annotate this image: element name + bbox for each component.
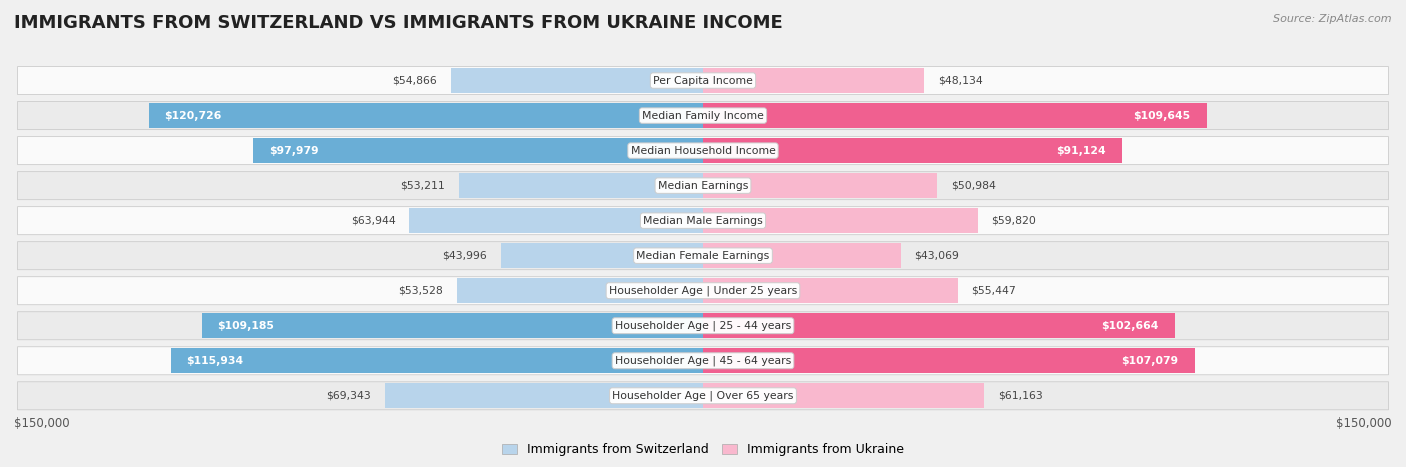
Text: $43,069: $43,069 xyxy=(914,251,959,261)
Text: Median Female Earnings: Median Female Earnings xyxy=(637,251,769,261)
Text: $109,185: $109,185 xyxy=(218,321,274,331)
FancyBboxPatch shape xyxy=(17,206,1389,234)
FancyBboxPatch shape xyxy=(17,66,1389,94)
Bar xyxy=(703,103,1206,128)
Text: Householder Age | 45 - 64 years: Householder Age | 45 - 64 years xyxy=(614,355,792,366)
Text: Householder Age | 25 - 44 years: Householder Age | 25 - 44 years xyxy=(614,320,792,331)
Text: Median Family Income: Median Family Income xyxy=(643,111,763,120)
Text: $53,528: $53,528 xyxy=(399,286,443,296)
Bar xyxy=(170,348,703,374)
Text: $53,211: $53,211 xyxy=(401,181,444,191)
Text: $55,447: $55,447 xyxy=(972,286,1017,296)
Bar xyxy=(458,173,703,198)
Text: $61,163: $61,163 xyxy=(998,391,1042,401)
Legend: Immigrants from Switzerland, Immigrants from Ukraine: Immigrants from Switzerland, Immigrants … xyxy=(498,439,908,461)
Bar xyxy=(409,208,703,233)
FancyBboxPatch shape xyxy=(17,171,1389,199)
Text: $43,996: $43,996 xyxy=(443,251,486,261)
Text: Householder Age | Over 65 years: Householder Age | Over 65 years xyxy=(612,390,794,401)
FancyBboxPatch shape xyxy=(17,241,1389,269)
Text: $97,979: $97,979 xyxy=(269,146,319,156)
Bar xyxy=(703,208,977,233)
Bar xyxy=(703,383,984,408)
Text: $150,000: $150,000 xyxy=(14,417,70,431)
Text: $91,124: $91,124 xyxy=(1056,146,1105,156)
Bar xyxy=(703,278,957,304)
FancyBboxPatch shape xyxy=(17,136,1389,164)
Bar xyxy=(451,68,703,93)
Text: Median Earnings: Median Earnings xyxy=(658,181,748,191)
FancyBboxPatch shape xyxy=(17,276,1389,304)
Text: Median Household Income: Median Household Income xyxy=(630,146,776,156)
Bar xyxy=(703,173,938,198)
Text: $50,984: $50,984 xyxy=(950,181,995,191)
FancyBboxPatch shape xyxy=(17,347,1389,375)
Bar xyxy=(149,103,703,128)
Text: $120,726: $120,726 xyxy=(165,111,222,120)
Text: $107,079: $107,079 xyxy=(1122,356,1178,366)
Text: $54,866: $54,866 xyxy=(392,76,437,85)
Text: $115,934: $115,934 xyxy=(187,356,243,366)
FancyBboxPatch shape xyxy=(17,312,1389,340)
Text: $109,645: $109,645 xyxy=(1133,111,1191,120)
Bar xyxy=(253,138,703,163)
Text: Householder Age | Under 25 years: Householder Age | Under 25 years xyxy=(609,285,797,296)
Bar xyxy=(703,313,1174,338)
Text: Median Male Earnings: Median Male Earnings xyxy=(643,216,763,226)
Text: Source: ZipAtlas.com: Source: ZipAtlas.com xyxy=(1274,14,1392,24)
Bar xyxy=(501,243,703,268)
Bar xyxy=(703,68,924,93)
Text: $63,944: $63,944 xyxy=(350,216,395,226)
Text: $102,664: $102,664 xyxy=(1101,321,1159,331)
Text: $48,134: $48,134 xyxy=(938,76,983,85)
Text: IMMIGRANTS FROM SWITZERLAND VS IMMIGRANTS FROM UKRAINE INCOME: IMMIGRANTS FROM SWITZERLAND VS IMMIGRANT… xyxy=(14,14,783,32)
FancyBboxPatch shape xyxy=(17,101,1389,129)
FancyBboxPatch shape xyxy=(17,382,1389,410)
Bar xyxy=(703,138,1122,163)
Bar xyxy=(703,348,1195,374)
Bar xyxy=(703,243,901,268)
Bar xyxy=(457,278,703,304)
Bar xyxy=(384,383,703,408)
Text: $59,820: $59,820 xyxy=(991,216,1036,226)
Text: Per Capita Income: Per Capita Income xyxy=(652,76,754,85)
Bar xyxy=(201,313,703,338)
Text: $150,000: $150,000 xyxy=(1336,417,1392,431)
Text: $69,343: $69,343 xyxy=(326,391,371,401)
